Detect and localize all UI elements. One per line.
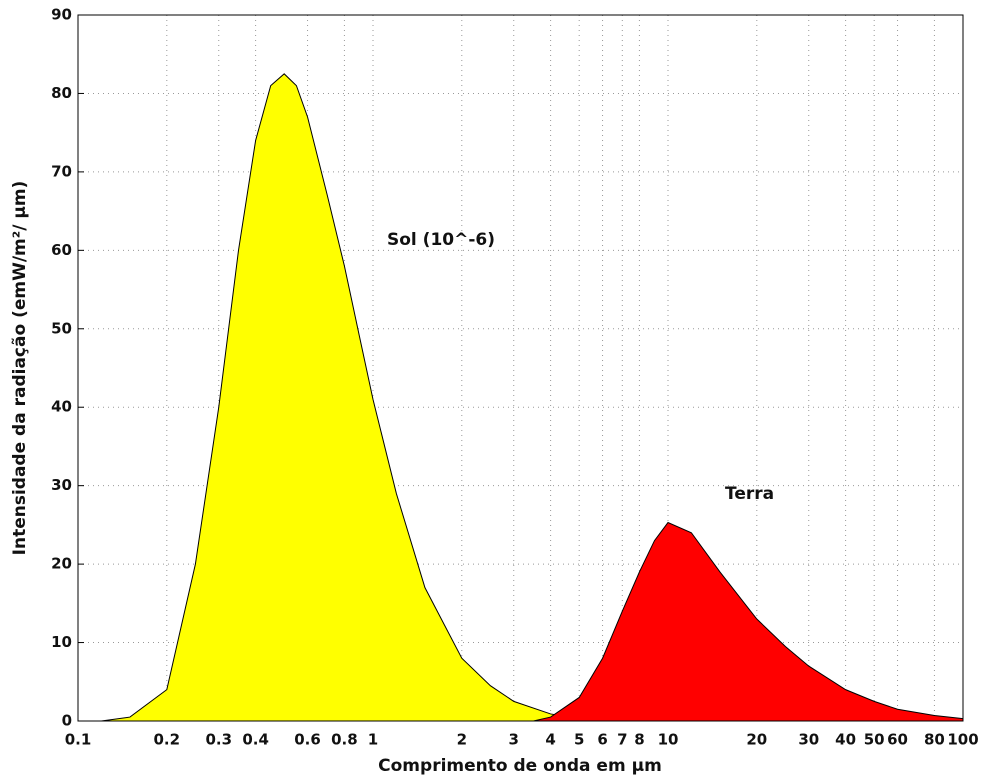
x-tick-label: 0.1 xyxy=(65,731,92,749)
x-tick-label: 1 xyxy=(368,731,378,749)
y-axis-label: Intensidade da radiação (emW/m²/ µm) xyxy=(10,181,30,556)
plot-frame xyxy=(77,14,964,722)
y-tick-label: 80 xyxy=(51,84,72,102)
x-tick-label: 3 xyxy=(509,731,519,749)
x-tick-label: 0.6 xyxy=(294,731,321,749)
x-tick-label: 30 xyxy=(798,731,819,749)
x-tick-label: 5 xyxy=(574,731,584,749)
x-tick-label: 0.3 xyxy=(205,731,232,749)
x-tick-label: 2 xyxy=(457,731,467,749)
y-tick-label: 90 xyxy=(51,6,72,24)
area-fill xyxy=(101,73,580,722)
x-tick-label: 60 xyxy=(887,731,908,749)
x-tick-label: 7 xyxy=(617,731,627,749)
x-tick-label: 20 xyxy=(746,731,767,749)
x-tick-label: 50 xyxy=(864,731,885,749)
x-tick-label: 80 xyxy=(924,731,945,749)
y-tick-label: 60 xyxy=(51,241,72,259)
y-tick-label: 40 xyxy=(51,398,72,416)
x-tick-label: 100 xyxy=(947,731,978,749)
area-outline xyxy=(533,521,964,722)
x-tick-label: 0.4 xyxy=(242,731,269,749)
x-axis-label: Comprimento de onda em µm xyxy=(378,756,662,776)
area-outline xyxy=(101,73,580,722)
x-tick-label: 8 xyxy=(634,731,644,749)
y-tick-label: 70 xyxy=(51,162,72,180)
y-tick-label: 0 xyxy=(62,712,72,730)
x-tick-label: 6 xyxy=(597,731,607,749)
x-tick-label: 10 xyxy=(658,731,679,749)
area-fill xyxy=(533,522,963,721)
y-tick-label: 20 xyxy=(51,555,72,573)
x-tick-label: 4 xyxy=(545,731,555,749)
y-tick-label: 50 xyxy=(51,319,72,337)
series-label: Terra xyxy=(725,484,774,504)
series-label: Sol (10^-6) xyxy=(387,230,495,250)
x-tick-label: 40 xyxy=(835,731,856,749)
y-tick-label: 10 xyxy=(51,633,72,651)
y-tick-label: 30 xyxy=(51,476,72,494)
x-tick-label: 0.2 xyxy=(154,731,181,749)
x-tick-label: 0.8 xyxy=(331,731,358,749)
